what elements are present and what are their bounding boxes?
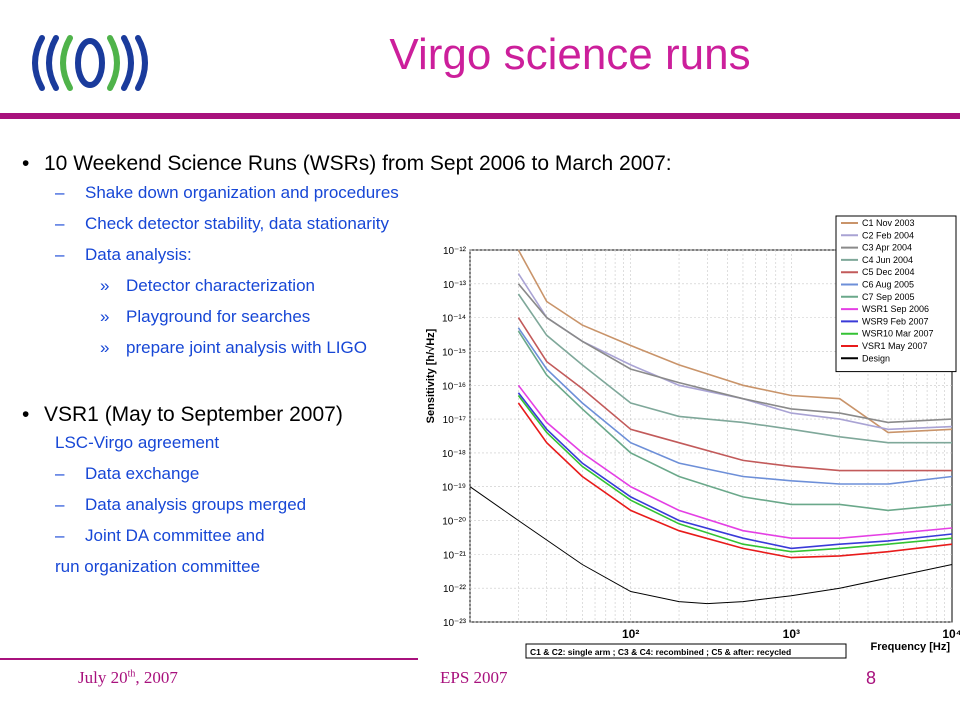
bullet-text: VSR1 (May to September 2007) [44,403,343,426]
bullet-dot: • [22,152,30,175]
raquo-mark: » [100,338,110,357]
sub-item-text: Check detector stability, data stationar… [85,214,389,233]
y-tick-label: 10⁻²³ [443,618,467,629]
sub-item: – Data analysis groups merged [55,495,306,515]
sensitivity-chart: 10⁻¹² 10⁻¹³ 10⁻¹⁴ 10⁻¹⁵ 10⁻¹⁶ 10⁻¹⁷ 10⁻¹⁸ 10⁻¹⁹… [418,212,960,664]
legend-label: VSR1 May 2007 [862,341,928,351]
y-tick-label: 10⁻¹⁹ [442,483,466,494]
dash-mark: – [55,526,65,545]
series-line [517,327,953,485]
footer-date-suffix: , 2007 [135,668,178,687]
x-axis-label: Frequency [Hz] [871,641,951,653]
series-line [517,293,952,444]
virgo-logo [32,35,148,91]
sub-sub-item: » prepare joint analysis with LIGO [100,338,367,358]
footer-event: EPS 2007 [440,668,508,687]
caption-box [525,643,847,659]
sub-item: – Joint DA committee and [55,526,265,546]
x-tick-label: 10³ [783,627,800,641]
series-line [469,486,953,605]
dash-mark: – [55,245,65,264]
sub-item-text: Data exchange [85,464,200,483]
title-divider [0,113,960,119]
raquo-mark: » [100,307,110,326]
y-tick-label: 10⁻¹⁸ [442,449,466,460]
sub-sub-item-text: Detector characterization [126,276,315,295]
sub-sub-item: » Detector characterization [100,276,315,296]
sub-item-text: Data analysis: [85,245,192,264]
y-tick-label: 10⁻¹⁷ [443,415,467,426]
legend-label: C2 Feb 2004 [862,230,914,240]
y-tick-label: 10⁻¹⁴ [442,314,466,325]
y-tick-label: 10⁻²⁰ [442,517,466,528]
legend-label: WSR9 Feb 2007 [862,316,929,326]
sub-sub-item: » Playground for searches [100,307,310,327]
dash-mark: – [55,464,65,483]
sub-item: – Check detector stability, data stationa… [55,214,389,234]
footer-date-prefix: July 20 [78,668,128,687]
dash-mark: – [55,214,65,233]
sub-item: – Data exchange [55,464,199,484]
legend-label: C4 Jun 2004 [862,255,913,265]
y-tick-label: 10⁻¹² [443,246,467,257]
bullet-dot: • [22,403,30,426]
sub-sub-item-text: prepare joint analysis with LIGO [126,338,367,357]
footer-date: July 20th, 2007 [78,668,178,688]
plain-line: run organization committee [55,557,261,576]
legend-label: WSR10 Mar 2007 [862,329,934,339]
bullet-wsr: • 10 Weekend Science Runs (WSRs) from Sep… [22,152,672,176]
legend-label: C3 Apr 2004 [862,243,912,253]
plain-line: LSC-Virgo agreement [55,433,220,452]
y-axis-label: Sensitivity [h/√Hz] [425,328,437,423]
series-line [517,392,953,550]
y-tick-label: 10⁻²² [443,584,467,595]
sub-sub-item-text: Playground for searches [126,307,311,326]
legend-label: WSR1 Sep 2006 [862,304,929,314]
series-line [517,283,953,424]
sub-item-text: Shake down organization and procedures [85,183,399,202]
footer-divider [0,658,418,660]
footer-date-sup: th [127,668,136,680]
bullet-vsr1: • VSR1 (May to September 2007) [22,403,343,427]
series-line [517,384,953,540]
series-line [517,402,953,559]
bullet-text: 10 Weekend Science Runs (WSRs) from Sept… [44,152,672,175]
sub-item: – Shake down organization and procedures [55,183,399,203]
sub-item: – Data analysis: [55,245,192,265]
series-line [517,249,953,434]
dash-mark: – [55,183,65,202]
legend-label: C7 Sep 2005 [862,292,915,302]
legend-label: C6 Aug 2005 [862,280,914,290]
sensitivity-chart-svg: 10⁻¹² 10⁻¹³ 10⁻¹⁴ 10⁻¹⁵ 10⁻¹⁶ 10⁻¹⁷ 10⁻¹⁸ 10⁻¹⁹… [418,212,960,664]
sub-item-text: Data analysis groups merged [85,495,307,514]
x-tick-label: 10⁴ [942,627,960,641]
y-tick-label: 10⁻²¹ [443,550,467,561]
raquo-mark: » [100,276,110,295]
series-line [517,317,952,472]
page-number: 8 [866,668,877,688]
slide-title: Virgo science runs [389,30,751,79]
series-line [517,395,953,553]
y-tick-label: 10⁻¹⁵ [442,347,466,358]
x-tick-label: 10² [622,627,639,641]
sub-item-text: Joint DA committee and [85,526,265,545]
y-tick-label: 10⁻¹⁶ [442,381,466,392]
dash-mark: – [55,495,65,514]
caption-text: C1 & C2: single arm ; C3 & C4: recombine… [530,647,791,657]
y-tick-label: 10⁻¹³ [443,280,467,291]
legend-label: Design [862,353,890,363]
legend-label: C5 Dec 2004 [862,267,915,277]
series-line [517,330,953,512]
legend-label: C1 Nov 2003 [862,218,915,228]
